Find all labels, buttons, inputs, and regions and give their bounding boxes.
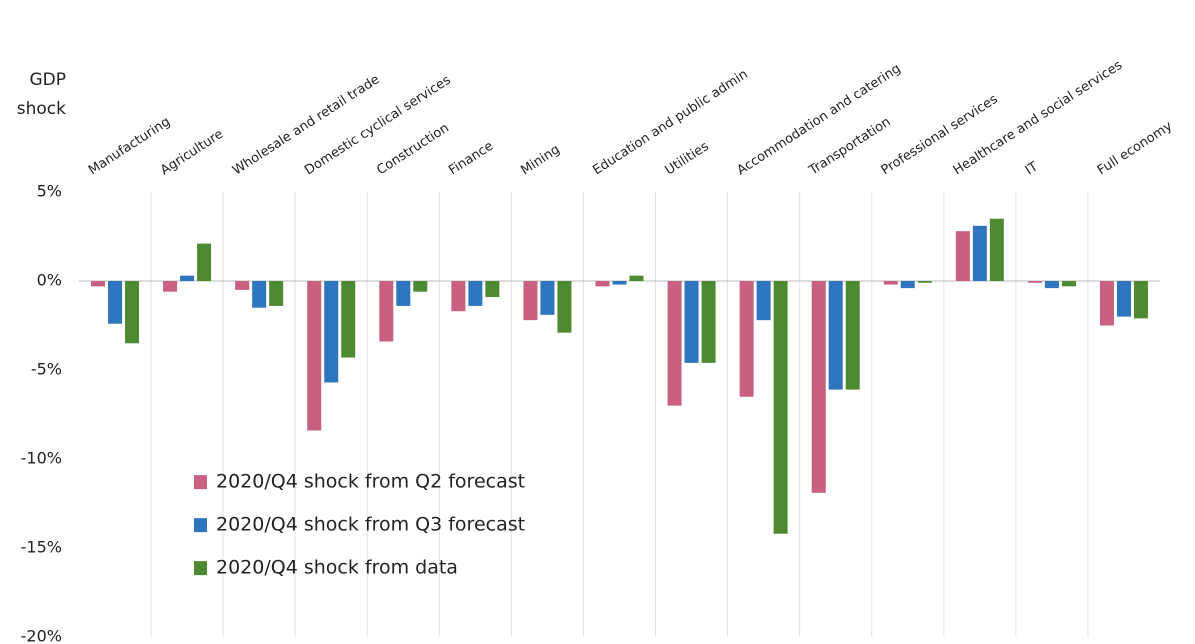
legend-swatch — [194, 518, 207, 533]
bar — [163, 281, 178, 292]
bar — [1133, 281, 1148, 319]
bar — [1116, 281, 1131, 317]
bar — [972, 225, 987, 281]
bar — [523, 281, 538, 321]
bar — [269, 281, 284, 306]
bar — [811, 281, 826, 493]
x-tick-label: Full economy — [1095, 119, 1176, 179]
x-tick-label: Utilities — [662, 139, 711, 178]
y-tick-label: -20% — [21, 627, 62, 644]
bar — [955, 231, 970, 281]
bar — [557, 281, 572, 333]
y-axis-label: GDP shock — [16, 70, 66, 119]
y-tick-label: -5% — [31, 360, 62, 379]
bar — [595, 281, 610, 287]
bar — [773, 281, 788, 534]
bar — [307, 281, 322, 431]
y-tick-label: 0% — [37, 271, 62, 290]
bar — [396, 281, 411, 306]
bar — [379, 281, 394, 342]
legend-swatch — [194, 475, 207, 490]
bar — [252, 281, 267, 308]
bar — [845, 281, 860, 390]
bar — [125, 281, 140, 344]
bar — [739, 281, 754, 397]
bar — [684, 281, 699, 363]
bar — [108, 281, 123, 324]
bar — [468, 281, 483, 306]
bar — [989, 218, 1004, 281]
y-tick-label: -10% — [21, 449, 62, 468]
x-tick-label: Professional services — [879, 92, 1001, 179]
x-tick-label: Finance — [446, 139, 496, 179]
bar — [451, 281, 466, 312]
bar — [612, 281, 627, 285]
x-tick-label: IT — [1023, 159, 1041, 178]
y-tick-label: 5% — [37, 182, 62, 201]
bar — [324, 281, 339, 383]
bar — [917, 281, 932, 283]
legend-label: 2020/Q4 shock from data — [216, 557, 458, 579]
bar — [667, 281, 682, 406]
bar — [341, 281, 356, 358]
legend-label: 2020/Q4 shock from Q3 forecast — [216, 514, 525, 536]
legend-swatch — [194, 561, 207, 576]
y-tick-label: -15% — [21, 538, 62, 557]
bar — [197, 243, 212, 281]
bar — [629, 275, 644, 281]
bar — [180, 275, 195, 281]
bar — [883, 281, 898, 285]
bar — [900, 281, 915, 289]
bar — [1099, 281, 1114, 326]
bar — [1044, 281, 1059, 289]
bar — [756, 281, 771, 321]
bar — [828, 281, 843, 390]
bar — [413, 281, 428, 292]
bar — [701, 281, 716, 363]
x-tick-label: Mining — [518, 142, 562, 178]
bar — [1027, 281, 1042, 283]
legend-label: 2020/Q4 shock from Q2 forecast — [216, 471, 525, 493]
bar — [485, 281, 500, 298]
bar — [91, 281, 106, 287]
bar — [235, 281, 250, 290]
x-tick-label: Construction — [374, 121, 452, 179]
bar — [540, 281, 555, 315]
x-tick-label: Agriculture — [158, 127, 226, 179]
bar — [1061, 281, 1076, 287]
